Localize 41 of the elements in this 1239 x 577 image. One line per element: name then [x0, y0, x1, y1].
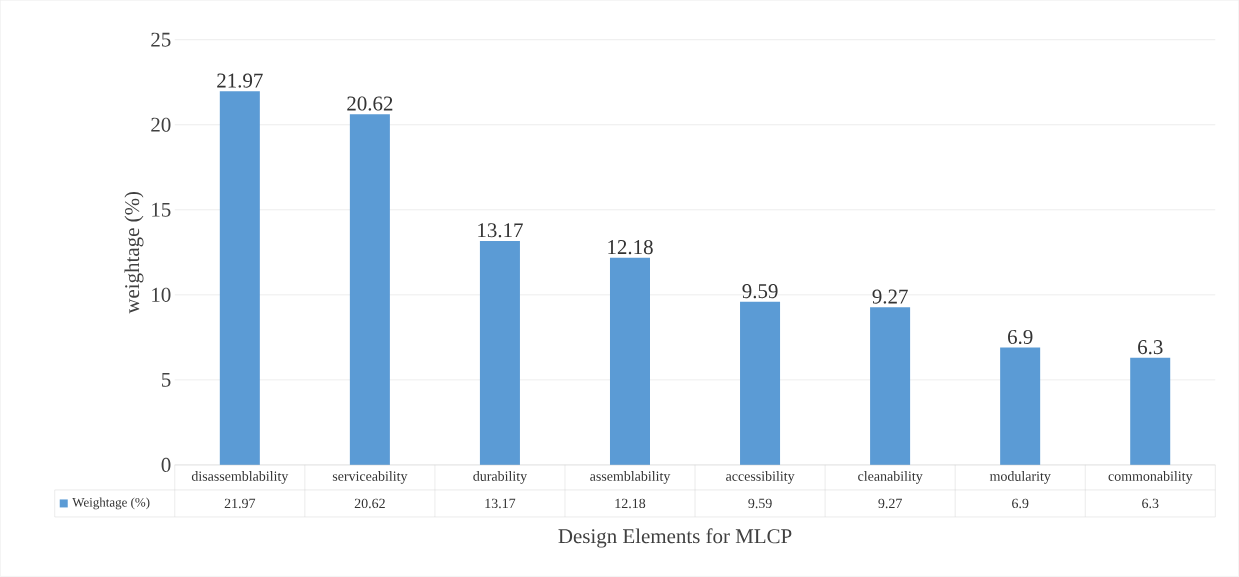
- x-tick-label: disassemblability: [191, 471, 289, 484]
- y-tick-label: 25: [151, 32, 171, 47]
- text: 9.27: [872, 289, 908, 304]
- data-label: 13.17: [485, 498, 516, 509]
- y-tick-label: 0: [161, 458, 171, 473]
- bar: [479, 241, 520, 466]
- data-label: 9.59: [748, 498, 772, 509]
- y-tick-label: 20: [151, 117, 171, 132]
- x-tick-label: serviceability: [332, 471, 408, 484]
- data-label: 20.62: [354, 498, 385, 509]
- y-axis-title: weightage (%): [124, 192, 144, 314]
- text: 13.17: [478, 223, 523, 238]
- bar: [1130, 357, 1171, 466]
- text: 21.97: [217, 73, 263, 88]
- bar: [219, 91, 260, 466]
- text: 9.59: [742, 284, 778, 299]
- data-label: 21.97: [224, 498, 256, 509]
- text: 20.62: [347, 96, 393, 111]
- y-tick-label: 5: [162, 373, 171, 387]
- x-tick-label: cleanability: [858, 471, 923, 484]
- x-axis-title: Design Elements for MLCP: [558, 528, 792, 548]
- x-tick-label: modularity: [989, 471, 1051, 484]
- x-tick-label: durability: [473, 471, 528, 484]
- data-label: 6.3: [1142, 498, 1159, 509]
- text: 6.9: [1008, 330, 1033, 345]
- data-label: 12.18: [615, 498, 646, 509]
- text: 6.3: [1138, 340, 1163, 355]
- bar: [870, 307, 911, 466]
- data-label: 6.9: [1012, 498, 1029, 509]
- x-tick-label: commonability: [1108, 471, 1193, 484]
- y-tick-label: 15: [152, 202, 171, 217]
- legend-label: Weightage (%): [72, 497, 150, 510]
- bar: [1000, 347, 1041, 466]
- y-tick-label: 10: [152, 287, 171, 303]
- bar: [609, 257, 650, 466]
- bar: [349, 114, 390, 466]
- text: 12.18: [608, 240, 653, 255]
- data-label: 9.27: [878, 498, 902, 509]
- bar: [740, 301, 781, 466]
- x-tick-label: assemblability: [590, 471, 671, 484]
- x-tick-label: accessibility: [726, 471, 795, 484]
